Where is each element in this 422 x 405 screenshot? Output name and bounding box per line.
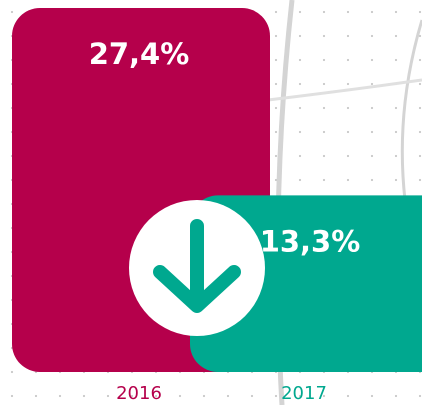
labels: 27,4% 2016 13,3% 2017 [89, 37, 361, 404]
category-label: 2016 [116, 383, 162, 404]
value-label: 13,3% [260, 224, 361, 258]
category-label: 2017 [281, 383, 327, 404]
decor-curve [267, 78, 422, 102]
down-arrow-icon [129, 200, 265, 336]
decor-curve [400, 19, 422, 201]
value-label: 27,4% [89, 37, 190, 71]
